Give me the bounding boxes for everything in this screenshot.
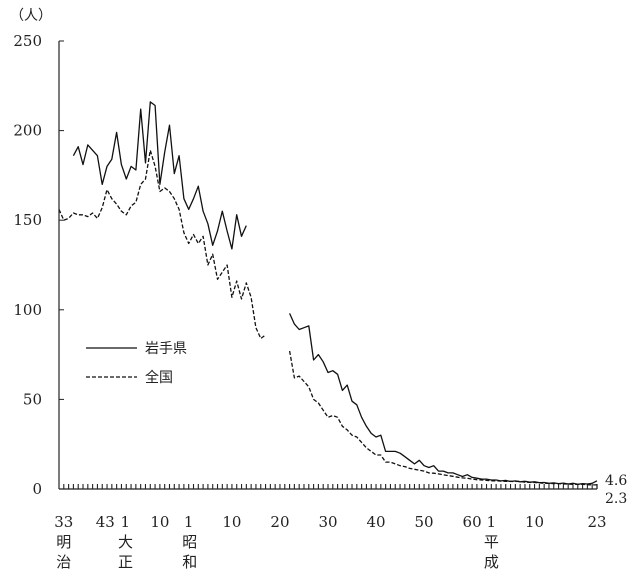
series-line-iwate — [289, 313, 598, 485]
era-label-char: 成 — [484, 553, 499, 571]
end-value-labels: 4.62.3 — [605, 473, 627, 507]
series-line-national — [288, 350, 597, 486]
y-tick-label: 200 — [13, 122, 42, 140]
era-label-char: 昭 — [182, 533, 197, 551]
x-tick-label: 60 — [463, 513, 482, 531]
era-label-char: 平 — [484, 533, 499, 551]
x-tick-label: 20 — [270, 513, 289, 531]
y-tick-label: 0 — [32, 480, 42, 498]
era-label-char: 明 — [56, 533, 71, 551]
x-tick-label: 1 — [120, 513, 130, 531]
series-line-national — [58, 149, 266, 340]
legend-label-national: 全国 — [145, 369, 173, 386]
end-label-iwate: 4.6 — [605, 473, 627, 489]
x-tick-label: 1 — [487, 513, 497, 531]
x-tick-label: 23 — [587, 513, 606, 531]
series-layer — [58, 101, 598, 486]
x-tick-label: 10 — [150, 513, 169, 531]
era-label-char: 大 — [118, 533, 133, 551]
y-tick-label: 250 — [13, 32, 42, 50]
x-tick-label: 33 — [54, 513, 73, 531]
y-tick-label: 100 — [13, 301, 42, 319]
x-axis-ticks — [63, 484, 598, 489]
y-axis-ticks: 0 50 100 150 200 250 — [13, 32, 64, 498]
era-label-char: 和 — [182, 553, 197, 571]
era-labels: 明治 大正 昭和 平成 — [56, 533, 499, 571]
y-tick-label: 150 — [13, 211, 42, 229]
x-tick-label: 50 — [415, 513, 434, 531]
legend-label-iwate: 岩手県 — [145, 341, 187, 357]
era-label-char: 治 — [56, 553, 71, 571]
y-tick-label: 50 — [23, 390, 42, 408]
x-tick-label: 10 — [222, 513, 241, 531]
x-axis-labels: 33 43 1 10 1 10 20 30 40 50 60 1 10 23 — [54, 513, 606, 531]
x-tick-label: 30 — [318, 513, 337, 531]
y-axis-unit-label: （人） — [10, 8, 52, 24]
axes — [58, 41, 598, 490]
x-tick-label: 40 — [366, 513, 385, 531]
x-tick-label: 43 — [96, 513, 115, 531]
end-label-national: 2.3 — [605, 491, 627, 507]
x-tick-label: 1 — [184, 513, 194, 531]
series-line-iwate — [72, 101, 247, 250]
era-label-char: 正 — [118, 553, 133, 571]
x-tick-label: 10 — [525, 513, 544, 531]
